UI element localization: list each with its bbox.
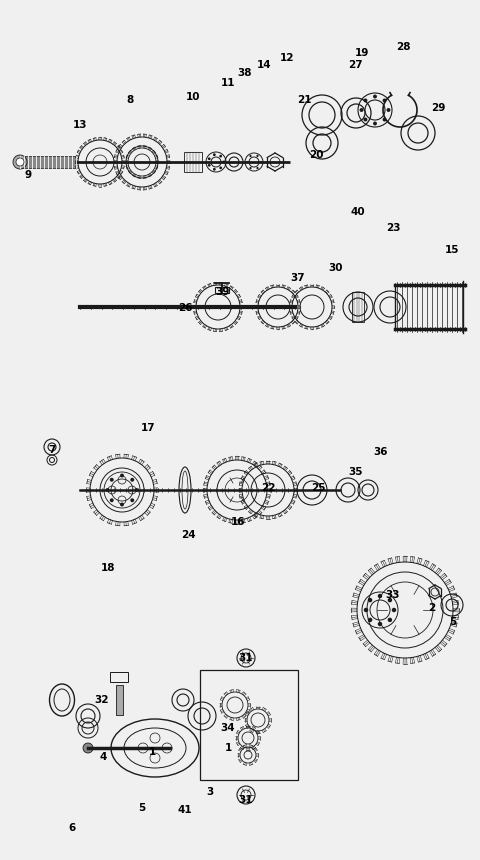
Text: 33: 33 xyxy=(386,590,400,600)
Circle shape xyxy=(360,108,363,112)
Text: 35: 35 xyxy=(349,467,363,477)
Text: 32: 32 xyxy=(95,695,109,705)
Circle shape xyxy=(386,108,390,112)
Text: 9: 9 xyxy=(24,170,32,180)
Text: 12: 12 xyxy=(280,53,294,63)
Text: 39: 39 xyxy=(215,287,229,297)
Circle shape xyxy=(363,99,367,102)
Text: 28: 28 xyxy=(396,42,410,52)
Circle shape xyxy=(392,608,396,612)
Text: 16: 16 xyxy=(231,517,245,527)
Circle shape xyxy=(208,164,211,167)
Text: 17: 17 xyxy=(141,423,156,433)
Circle shape xyxy=(256,155,259,157)
Circle shape xyxy=(130,478,134,482)
Text: 2: 2 xyxy=(428,603,436,613)
Text: 41: 41 xyxy=(178,805,192,815)
Circle shape xyxy=(256,167,259,169)
Circle shape xyxy=(368,598,372,602)
Text: 5: 5 xyxy=(138,803,145,813)
Circle shape xyxy=(383,118,386,121)
Circle shape xyxy=(368,617,372,622)
Text: 40: 40 xyxy=(351,207,365,217)
Text: 30: 30 xyxy=(329,263,343,273)
Text: 3: 3 xyxy=(206,787,214,797)
Circle shape xyxy=(250,155,252,157)
Text: 11: 11 xyxy=(221,78,235,88)
Circle shape xyxy=(130,498,134,502)
Text: 36: 36 xyxy=(374,447,388,457)
Circle shape xyxy=(16,158,24,166)
Circle shape xyxy=(260,161,262,163)
Circle shape xyxy=(219,155,222,157)
Text: 15: 15 xyxy=(445,245,459,255)
Text: 6: 6 xyxy=(68,823,76,833)
Text: 25: 25 xyxy=(311,483,325,493)
Circle shape xyxy=(364,608,368,612)
Text: 23: 23 xyxy=(386,223,400,233)
Text: 20: 20 xyxy=(309,150,323,160)
Text: 13: 13 xyxy=(73,120,87,130)
Bar xyxy=(215,287,229,293)
Text: 31: 31 xyxy=(239,795,253,805)
Bar xyxy=(116,685,123,715)
Text: 8: 8 xyxy=(126,95,133,105)
Circle shape xyxy=(120,474,124,477)
Circle shape xyxy=(120,502,124,507)
Circle shape xyxy=(363,118,367,121)
Text: 21: 21 xyxy=(297,95,311,105)
Text: 14: 14 xyxy=(257,60,271,70)
Text: 18: 18 xyxy=(101,563,115,573)
Text: 10: 10 xyxy=(186,92,200,102)
Circle shape xyxy=(219,167,222,169)
Text: 37: 37 xyxy=(291,273,305,283)
Circle shape xyxy=(13,155,27,169)
Text: 5: 5 xyxy=(449,617,456,627)
Text: 24: 24 xyxy=(180,530,195,540)
Circle shape xyxy=(378,622,382,626)
Circle shape xyxy=(106,488,109,492)
Circle shape xyxy=(378,593,382,599)
Circle shape xyxy=(134,488,138,492)
Circle shape xyxy=(110,498,114,502)
Bar xyxy=(200,670,298,780)
Bar xyxy=(352,292,364,322)
Text: 31: 31 xyxy=(239,653,253,663)
Text: 4: 4 xyxy=(99,752,107,762)
Circle shape xyxy=(383,99,386,102)
Circle shape xyxy=(373,95,377,98)
Text: 27: 27 xyxy=(348,60,362,70)
Text: 26: 26 xyxy=(178,303,192,313)
Circle shape xyxy=(250,167,252,169)
Circle shape xyxy=(110,478,114,482)
Text: 1: 1 xyxy=(148,747,156,757)
Circle shape xyxy=(388,617,392,622)
Circle shape xyxy=(246,161,248,163)
Circle shape xyxy=(373,121,377,126)
Circle shape xyxy=(388,598,392,602)
Circle shape xyxy=(83,743,93,753)
Text: 1: 1 xyxy=(224,743,232,753)
Text: 19: 19 xyxy=(355,48,369,58)
Circle shape xyxy=(208,157,211,160)
Text: 22: 22 xyxy=(261,483,275,493)
Text: 34: 34 xyxy=(221,723,235,733)
Circle shape xyxy=(222,161,225,163)
Bar xyxy=(18,156,76,168)
Text: 29: 29 xyxy=(431,103,445,113)
Circle shape xyxy=(213,168,216,171)
Text: 38: 38 xyxy=(238,68,252,78)
Text: 7: 7 xyxy=(48,445,56,455)
Circle shape xyxy=(213,153,216,156)
Bar xyxy=(184,152,202,172)
Bar xyxy=(110,672,128,682)
